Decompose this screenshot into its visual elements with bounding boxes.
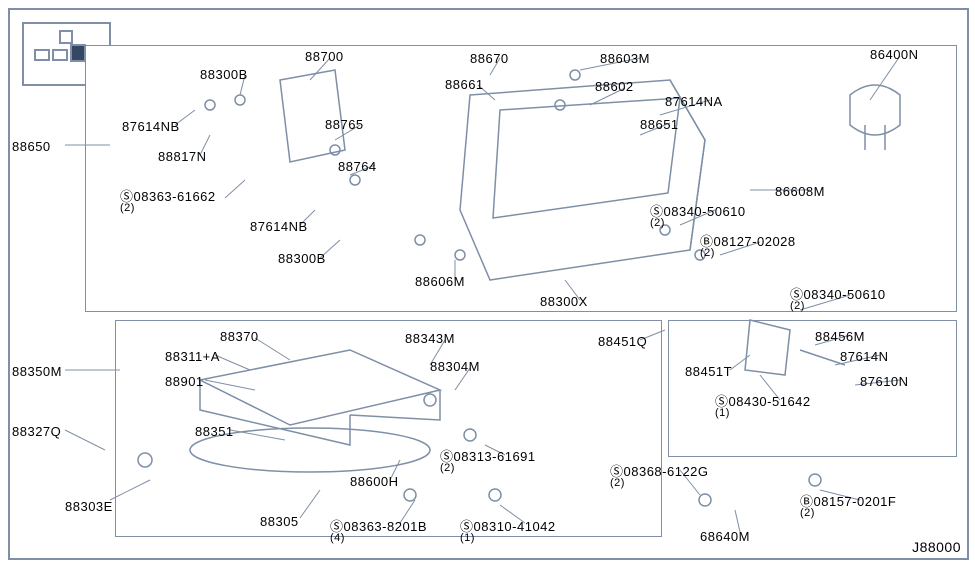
part-label-88300B_a: 88300B [200,68,248,81]
part-label-88650: 88650 [12,140,51,153]
part-label-88304M: 88304M [430,360,480,373]
part-label-86608M: 86608M [775,185,825,198]
part-label-qty: (2) [650,218,746,229]
part-label-88327Q: 88327Q [12,425,61,438]
part-label-qty: (2) [800,508,896,519]
part-label-88764: 88764 [338,160,377,173]
part-label-88300B_b: 88300B [278,252,326,265]
diagram-lines [0,0,975,566]
part-label-s08340-50610_b: Ⓢ08340-50610(2) [790,288,886,312]
part-label-88661: 88661 [445,78,484,91]
part-label-88451Q: 88451Q [598,335,647,348]
part-label-qty: (4) [330,533,427,544]
part-label-qty: (2) [440,463,536,474]
part-label-87614NA: 87614NA [665,95,723,108]
part-label-87610N: 87610N [860,375,909,388]
part-label-s08340-50610_a: Ⓢ08340-50610(2) [650,205,746,229]
part-label-88600H: 88600H [350,475,399,488]
part-label-88670: 88670 [470,52,509,65]
part-label-87614NB_a: 87614NB [122,120,180,133]
part-label-88303E: 88303E [65,500,113,513]
part-label-s08363-8201B: Ⓢ08363-8201B(4) [330,520,427,544]
part-label-88451T: 88451T [685,365,732,378]
part-label-86400N: 86400N [870,48,919,61]
part-label-qty: (2) [700,248,796,259]
part-label-88606M: 88606M [415,275,465,288]
part-label-s08363-61662: Ⓢ08363-61662(2) [120,190,216,214]
part-label-87614NB_b: 87614NB [250,220,308,233]
part-label-88343M: 88343M [405,332,455,345]
part-label-s08310-41042: Ⓢ08310-41042(1) [460,520,556,544]
part-label-s08368-6122G: Ⓢ08368-6122G(2) [610,465,709,489]
part-label-88602: 88602 [595,80,634,93]
part-label-88765: 88765 [325,118,364,131]
part-label-qty: (1) [715,408,811,419]
part-label-qty: (2) [790,301,886,312]
part-label-88351: 88351 [195,425,234,438]
part-label-b08157-0201F: Ⓑ08157-0201F(2) [800,495,896,519]
part-label-qty: (2) [120,203,216,214]
part-label-88350M: 88350M [12,365,62,378]
part-label-88300X: 88300X [540,295,588,308]
part-label-88456M: 88456M [815,330,865,343]
part-label-88603M: 88603M [600,52,650,65]
part-label-s08313-61691: Ⓢ08313-61691(2) [440,450,536,474]
part-label-88651: 88651 [640,118,679,131]
part-label-88901: 88901 [165,375,204,388]
part-label-88311A: 88311+A [165,350,220,363]
part-label-88305: 88305 [260,515,299,528]
part-label-68640M: 68640M [700,530,750,543]
part-label-88370: 88370 [220,330,259,343]
part-label-87614N: 87614N [840,350,889,363]
part-label-88700: 88700 [305,50,344,63]
diagram-code: J88000 [912,540,961,554]
part-label-b08127-02028: Ⓑ08127-02028(2) [700,235,796,259]
part-label-qty: (2) [610,478,709,489]
part-label-qty: (1) [460,533,556,544]
part-label-s08430-51642: Ⓢ08430-51642(1) [715,395,811,419]
part-label-88817N: 88817N [158,150,207,163]
